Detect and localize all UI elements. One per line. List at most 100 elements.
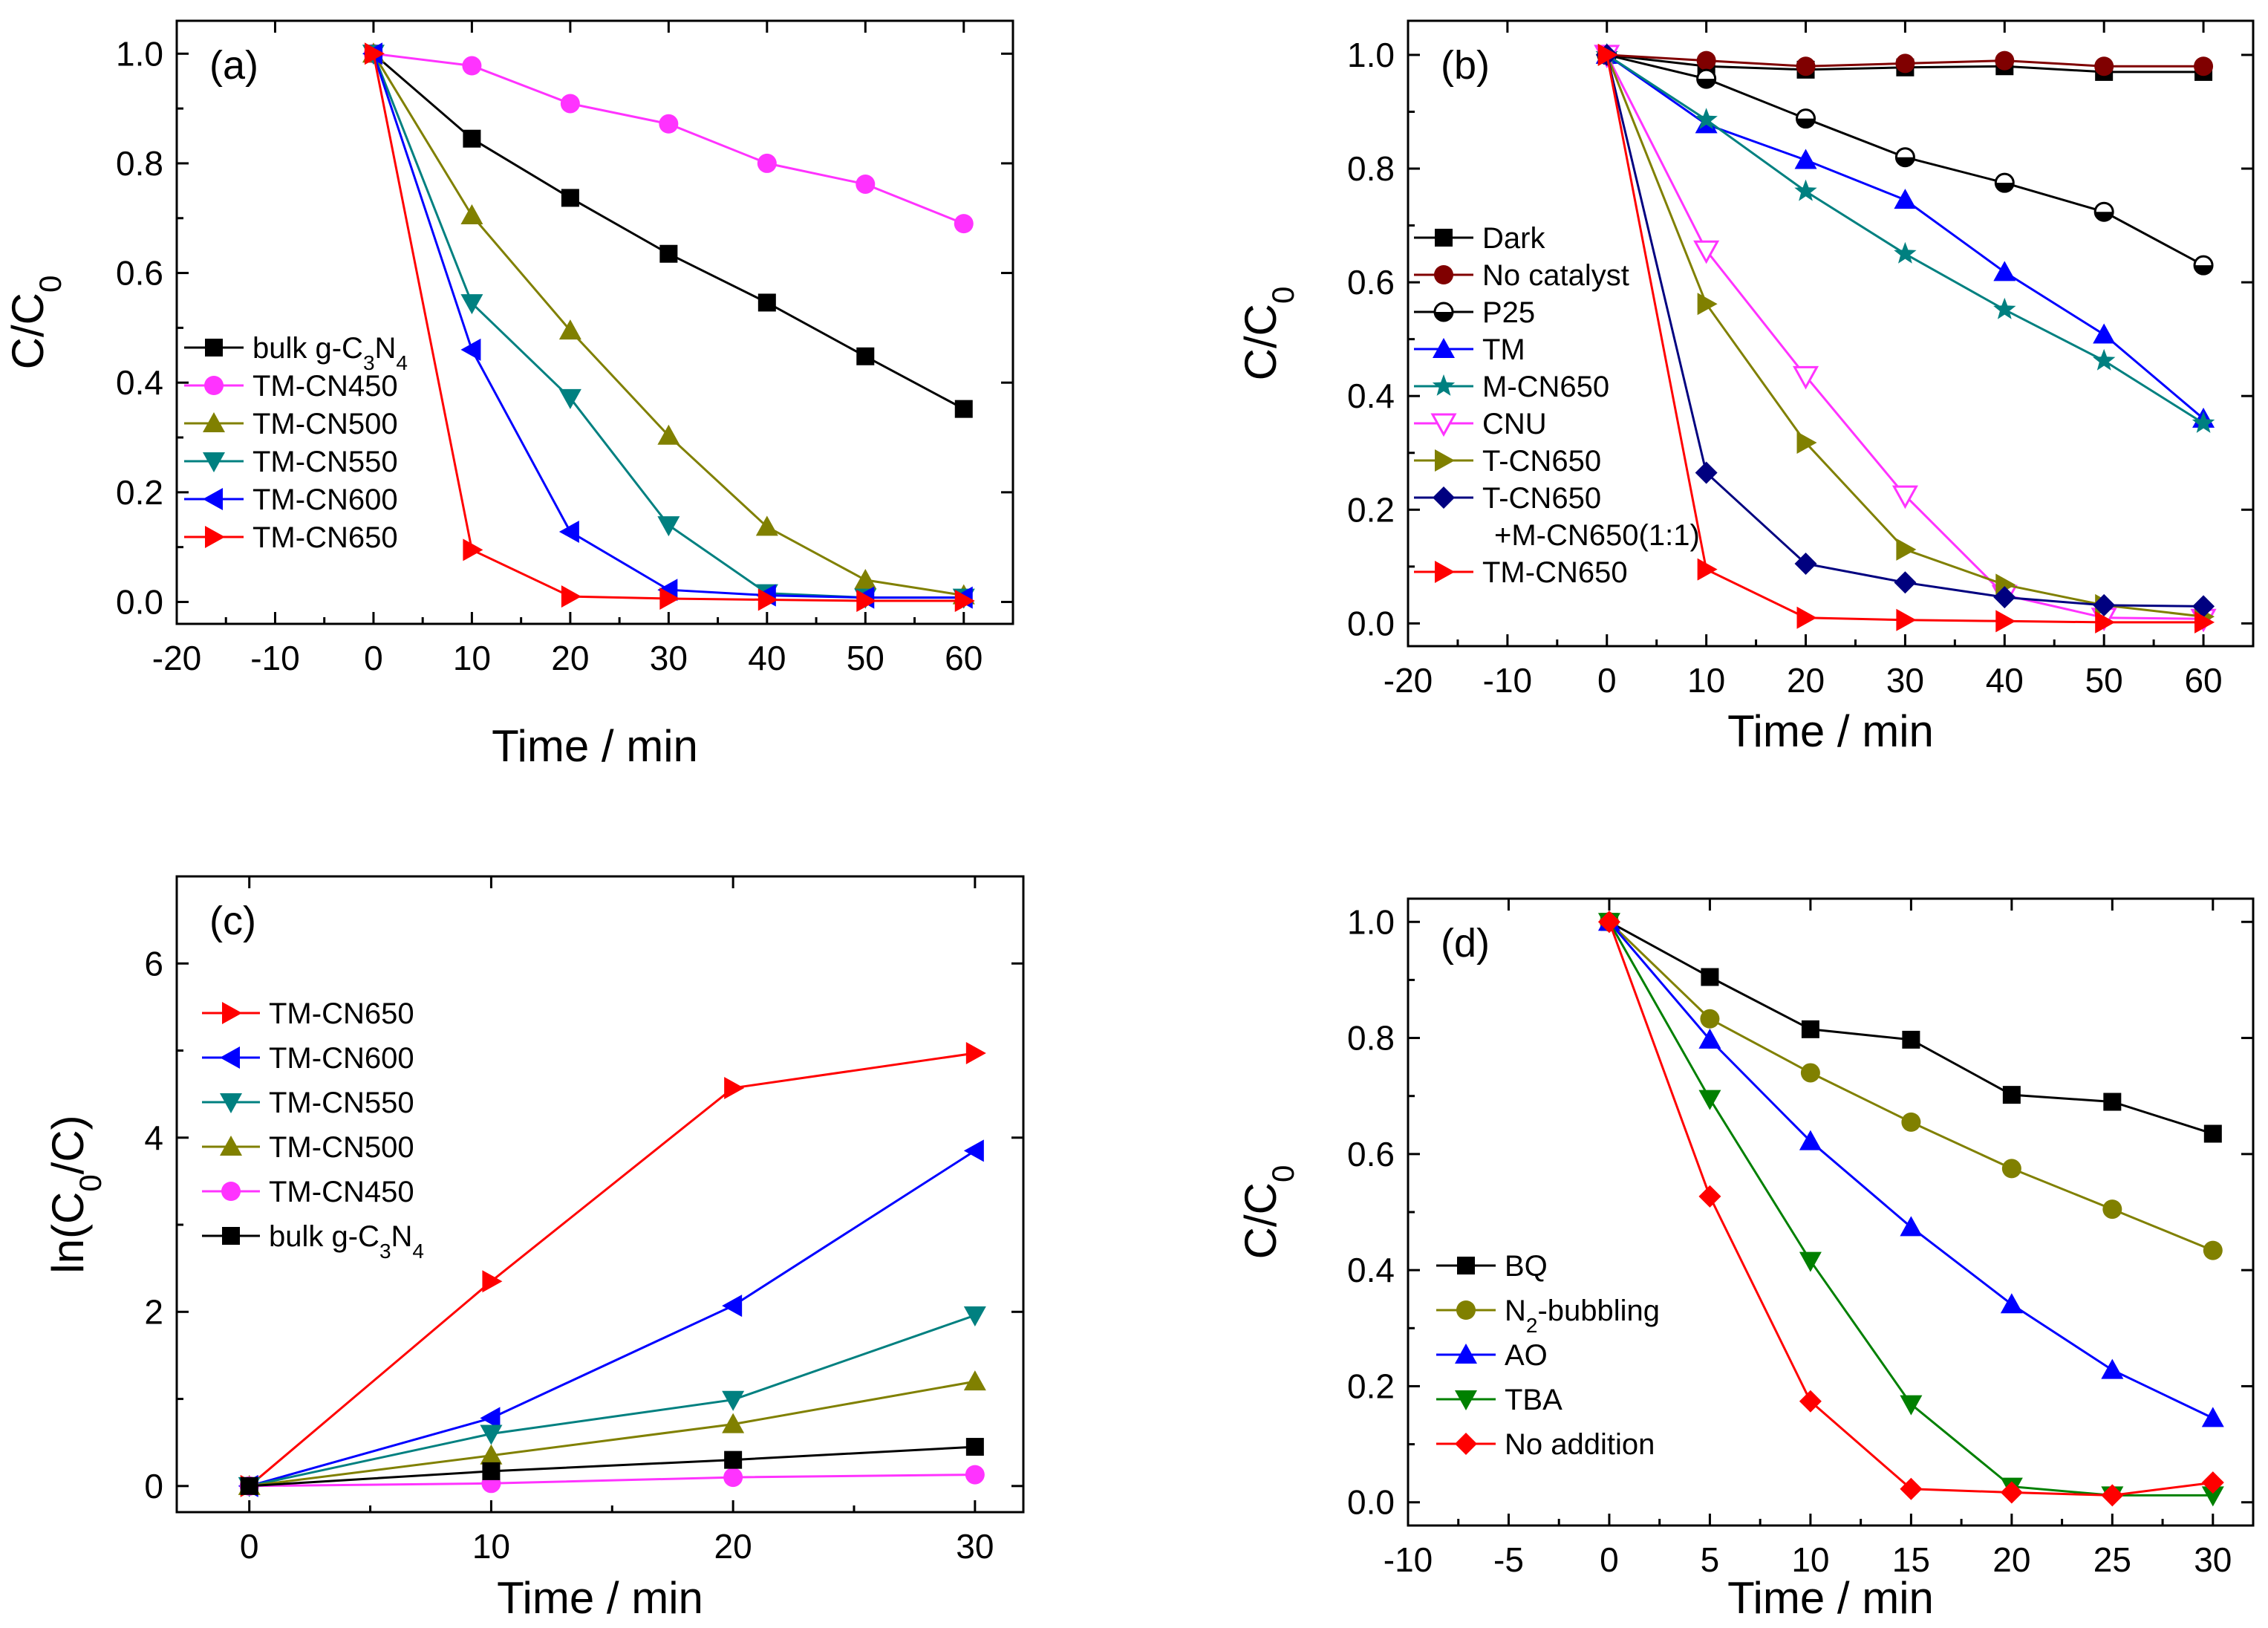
legend-item: bulk g-C3N4	[202, 1220, 424, 1263]
x-axis-title: Time / min	[492, 721, 698, 771]
y-axis-c: 0 2 4 6	[144, 944, 1023, 1505]
label-part: Dark	[1482, 222, 1545, 255]
y-axis-title-main: ln(C	[43, 1192, 93, 1274]
series-line	[249, 1380, 976, 1488]
data-point	[462, 56, 482, 76]
y-axis-d: 0.0 0.2 0.4 0.6 0.8 1.0	[1347, 902, 2253, 1522]
label-part: TM-CN500	[269, 1131, 414, 1164]
data-point	[965, 1465, 985, 1485]
data-point	[1799, 1130, 1822, 1150]
legend-label: TM-CN650	[269, 997, 414, 1030]
data-point	[1698, 1090, 1721, 1110]
y-tick-label: 4	[144, 1119, 163, 1157]
data-point	[2095, 610, 2116, 634]
legend-marker	[1435, 229, 1453, 247]
data-point	[1695, 461, 1718, 484]
series-line	[249, 1314, 976, 1488]
legend-marker	[1435, 561, 1455, 583]
legend-label: M-CN650	[1482, 371, 1609, 403]
x-tick-label: 20	[714, 1527, 752, 1566]
data-point	[561, 585, 581, 608]
label-part: 3	[363, 351, 375, 374]
y-tick-label: 0.0	[1347, 604, 1395, 642]
y-tick-label: 1.0	[116, 34, 163, 73]
legend-label: TM-CN600	[269, 1042, 414, 1075]
x-tick-label: 0	[1600, 1540, 1619, 1579]
legend-marker	[1433, 486, 1455, 509]
data-point	[954, 589, 975, 612]
data-point	[954, 214, 974, 234]
data-point	[2201, 1407, 2224, 1427]
legend-label: TM-CN500	[252, 408, 398, 440]
series-line	[249, 1445, 975, 1488]
legend-label: TM-CN450	[269, 1176, 414, 1208]
label-part: 4	[412, 1240, 424, 1263]
y-tick-label: 0.4	[1347, 377, 1395, 415]
data-point	[856, 174, 876, 194]
x-tick-label: 10	[1791, 1540, 1829, 1579]
legend-item: bulk g-C3N4	[184, 332, 408, 374]
x-tick-label: 0	[364, 639, 383, 677]
y-tick-label: 1.0	[1347, 36, 1395, 74]
data-point	[558, 388, 581, 409]
data-point	[2194, 56, 2214, 76]
data-point	[722, 1413, 745, 1433]
data-point	[2101, 1484, 2124, 1507]
label-part: TM-CN500	[252, 408, 398, 440]
legend-marker	[1432, 374, 1456, 396]
data-point	[2101, 1358, 2124, 1379]
data-point	[1794, 179, 1817, 201]
data-point	[965, 1042, 986, 1065]
data-point	[1796, 56, 1816, 76]
legend-label: No addition	[1505, 1428, 1655, 1461]
series-no-catalyst	[1597, 45, 2214, 76]
y-axis-title-main: C/C	[3, 293, 53, 369]
data-point	[757, 588, 778, 611]
data-point	[1900, 1395, 1923, 1416]
legend-label-line2: +M-CN650(1:1)	[1494, 519, 1700, 552]
data-point	[1597, 43, 1618, 66]
x-tick-label: 30	[956, 1527, 994, 1566]
series-bulk-g-c3n4	[240, 1438, 984, 1495]
legend-marker	[1435, 449, 1455, 472]
x-tick-label: 20	[551, 639, 589, 677]
data-point	[2094, 56, 2114, 76]
plot-frame-a	[175, 19, 1014, 625]
panel-d: -10 -5 0 5 10 15 20 25 300.00.20.40.60.81.0Time …	[1236, 897, 2255, 1623]
y-tick-label: 0.2	[1347, 1367, 1395, 1405]
label-part: N	[375, 332, 397, 365]
y-axis-title-main: C/C	[1236, 1182, 1285, 1259]
data-point	[558, 520, 579, 543]
y-axis-title: C/C0	[3, 276, 68, 370]
label-part: TM	[1482, 333, 1525, 366]
legend-item: TM-CN650	[202, 997, 414, 1030]
legend-label: TM	[1482, 333, 1525, 366]
y-axis-title-main: C/C	[1236, 304, 1285, 380]
y-axis-a: 0.0 0.2 0.4 0.6 0.8 1.0	[116, 34, 1013, 621]
legend-item: TM-CN500	[202, 1131, 414, 1164]
data-point	[1800, 1063, 1820, 1083]
label-part: No catalyst	[1482, 259, 1629, 292]
legend-marker	[1430, 413, 1457, 437]
x-axis-b: -20 -10 0 10 20 30 40 50 60	[1384, 21, 2223, 700]
data-point	[1902, 1030, 1920, 1049]
data-point	[1796, 606, 1817, 629]
y-axis-b: 0.0 0.2 0.4 0.6 0.8 1.0	[1347, 36, 2253, 642]
y-tick-label: 0.0	[1347, 1483, 1395, 1522]
x-tick-label: -5	[1493, 1540, 1524, 1579]
legend-c: TM-CN650 TM-CN600 TM-CN550 TM-CN500 TM-CN450…	[202, 997, 424, 1263]
legend-marker	[222, 1227, 240, 1245]
legend-item: P25	[1414, 296, 1535, 329]
data-point	[1900, 1477, 1923, 1500]
data-point	[2093, 593, 2116, 616]
label-part: TM-CN600	[252, 483, 398, 516]
series-p25	[1597, 45, 2214, 276]
data-point	[1994, 172, 2015, 193]
legend-item: TM	[1414, 333, 1525, 366]
data-point	[854, 568, 877, 589]
data-point	[723, 1468, 743, 1488]
data-point	[2194, 610, 2215, 634]
label-part: T-CN650	[1482, 482, 1601, 515]
